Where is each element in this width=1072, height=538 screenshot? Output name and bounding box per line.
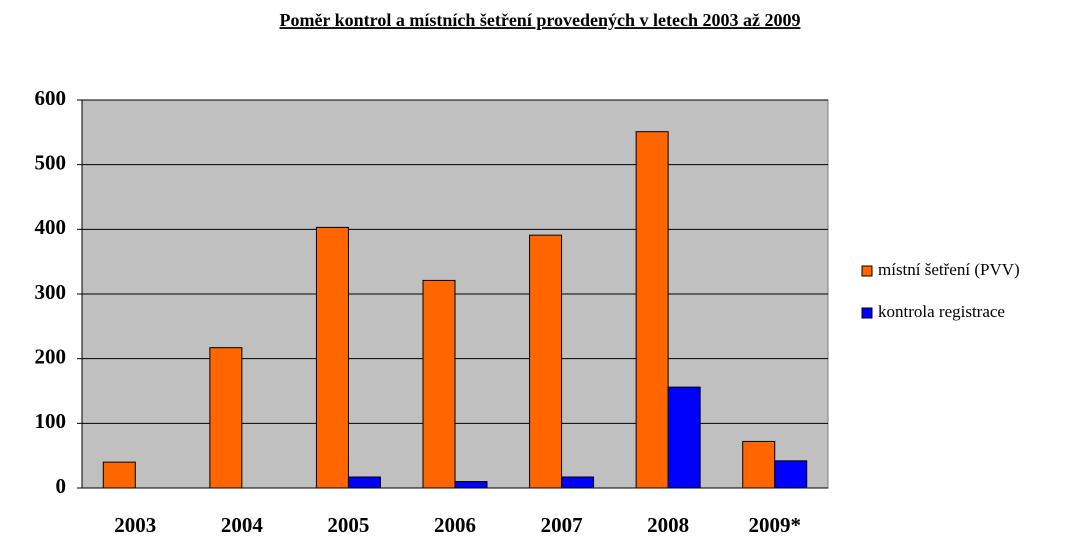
x-tick-label: 2008 xyxy=(647,513,689,537)
bar xyxy=(635,131,669,489)
y-tick-label: 0 xyxy=(56,474,67,498)
legend-label: kontrola registrace xyxy=(878,302,1005,321)
bar xyxy=(561,476,595,489)
bar xyxy=(209,347,243,489)
bar xyxy=(774,460,808,489)
y-tick-label: 600 xyxy=(35,86,67,110)
x-tick-label: 2007 xyxy=(541,513,583,537)
legend-label: místní šetření (PVV) xyxy=(878,260,1020,279)
y-tick-label: 400 xyxy=(35,215,67,239)
y-tick-label: 200 xyxy=(35,344,67,368)
bar xyxy=(422,279,456,489)
x-tick-label: 2003 xyxy=(114,513,156,537)
legend-swatch xyxy=(861,307,873,319)
chart-title: Poměr kontrol a místních šetření provede… xyxy=(280,10,801,30)
x-tick-label: 2006 xyxy=(434,513,476,537)
bar xyxy=(454,481,488,489)
y-tick-label: 300 xyxy=(35,280,67,304)
bar xyxy=(102,461,136,489)
y-tick-label: 100 xyxy=(35,409,67,433)
bar xyxy=(529,234,563,489)
x-tick-label: 2004 xyxy=(221,513,264,537)
legend-swatch xyxy=(861,265,873,277)
bar xyxy=(742,440,776,489)
bar xyxy=(315,226,349,489)
bar xyxy=(667,386,701,489)
bar xyxy=(347,476,381,489)
x-tick-label: 2009* xyxy=(748,513,801,537)
y-tick-label: 500 xyxy=(35,150,67,174)
x-tick-label: 2005 xyxy=(327,513,369,537)
